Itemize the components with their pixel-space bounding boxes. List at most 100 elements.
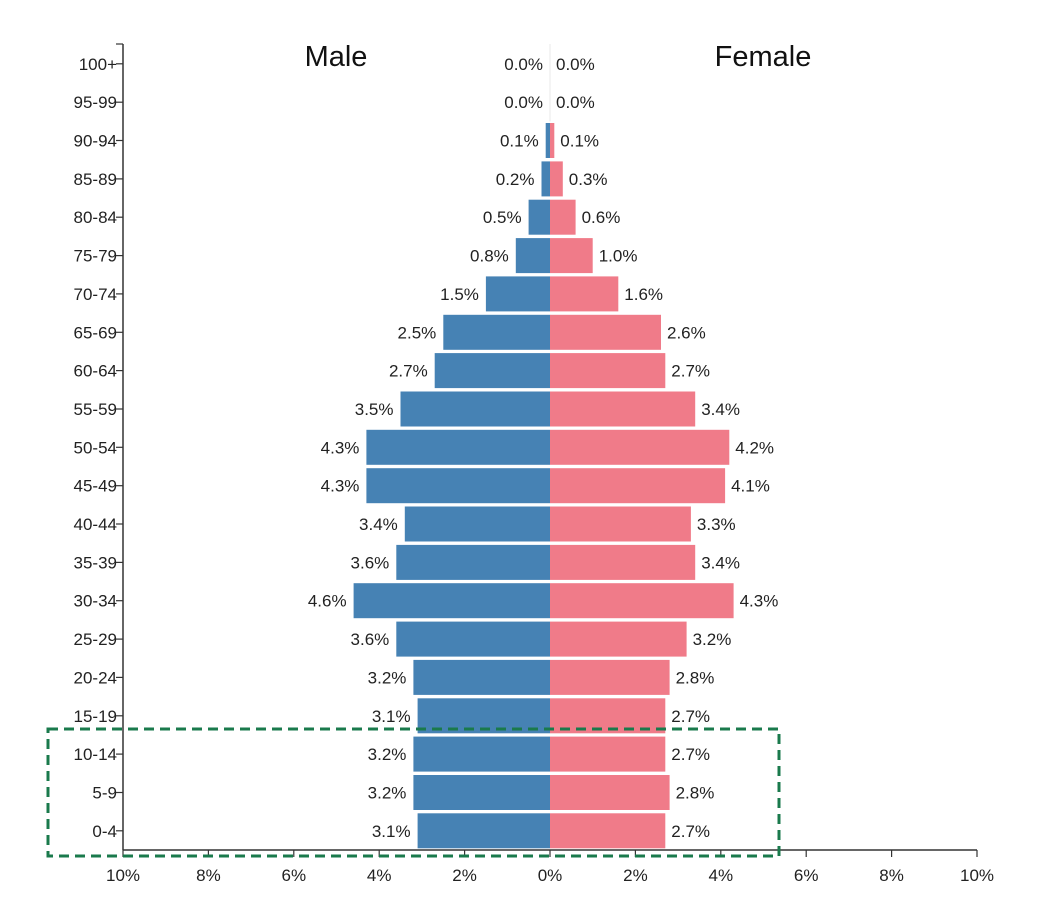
male-value-label: 0.2% — [496, 170, 535, 189]
female-value-label: 2.7% — [671, 707, 710, 726]
male-bar-65-69 — [443, 314, 551, 350]
x-tick-label: 8% — [196, 866, 221, 885]
age-group-label: 95-99 — [74, 93, 117, 112]
female-bar-0-4 — [550, 813, 666, 849]
age-group-label: 50-54 — [74, 438, 117, 457]
female-value-label: 3.4% — [701, 553, 740, 572]
male-bar-60-64 — [434, 353, 550, 389]
male-bar-80-84 — [528, 199, 550, 235]
male-value-label: 3.1% — [372, 707, 411, 726]
female-value-label: 3.2% — [693, 630, 732, 649]
male-bar-85-89 — [541, 161, 550, 197]
male-bar-90-94 — [545, 123, 550, 158]
x-tick-label: 10% — [960, 866, 994, 885]
age-group-label: 35-39 — [74, 553, 117, 572]
male-bar-30-34 — [353, 583, 550, 619]
highlight-box — [46, 727, 781, 858]
female-value-label: 4.2% — [735, 438, 774, 457]
x-tick-label: 4% — [367, 866, 392, 885]
male-value-label: 4.3% — [321, 477, 360, 496]
male-value-label: 3.2% — [368, 784, 407, 803]
male-bar-45-49 — [366, 468, 550, 504]
female-title: Female — [715, 41, 812, 73]
age-group-label: 40-44 — [74, 515, 117, 534]
female-bar-35-39 — [550, 544, 696, 580]
male-value-label: 3.4% — [359, 515, 398, 534]
x-tick-label: 2% — [452, 866, 477, 885]
female-bar-55-59 — [550, 391, 696, 427]
female-bar-75-79 — [550, 238, 593, 274]
male-value-label: 3.6% — [351, 630, 390, 649]
male-value-label: 2.7% — [389, 362, 428, 381]
female-value-label: 4.3% — [740, 592, 779, 611]
age-group-label: 85-89 — [74, 170, 117, 189]
age-group-label: 5-9 — [92, 784, 117, 803]
female-value-label: 0.6% — [582, 208, 621, 227]
female-bar-60-64 — [550, 353, 666, 389]
age-group-label: 30-34 — [74, 592, 117, 611]
x-tick-label: 10% — [106, 866, 140, 885]
x-tick-label: 6% — [794, 866, 819, 885]
female-value-label: 3.4% — [701, 400, 740, 419]
female-value-label: 0.1% — [560, 132, 599, 151]
male-value-label: 3.5% — [355, 400, 394, 419]
female-value-label: 0.0% — [556, 55, 595, 74]
female-value-label: 2.8% — [676, 668, 715, 687]
male-value-label: 3.2% — [368, 668, 407, 687]
male-value-label: 0.0% — [504, 55, 543, 74]
male-bar-75-79 — [515, 238, 550, 274]
male-title: Male — [305, 41, 368, 73]
age-group-label: 0-4 — [92, 822, 117, 841]
male-bar-55-59 — [400, 391, 550, 427]
age-group-label: 90-94 — [74, 132, 117, 151]
male-value-label: 0.8% — [470, 247, 509, 266]
age-group-label: 100+ — [79, 55, 117, 74]
male-bar-40-44 — [404, 506, 550, 542]
male-bar-70-74 — [485, 276, 550, 312]
x-tick-label: 2% — [623, 866, 648, 885]
male-bar-35-39 — [396, 544, 550, 580]
age-group-label: 15-19 — [74, 707, 117, 726]
age-group-label: 45-49 — [74, 477, 117, 496]
female-bar-20-24 — [550, 659, 670, 695]
female-bar-30-34 — [550, 583, 734, 619]
axes: 10% 8% 6% 4% 2% 0% 2% 4% 6% 8% 10% — [106, 43, 994, 885]
male-value-label: 0.1% — [500, 132, 539, 151]
female-bar-15-19 — [550, 698, 666, 734]
male-bar-0-4 — [417, 813, 550, 849]
male-bar-25-29 — [396, 621, 550, 657]
female-bar-85-89 — [550, 161, 563, 197]
male-value-label: 0.5% — [483, 208, 522, 227]
highlight-layer — [46, 727, 781, 858]
female-bar-5-9 — [550, 775, 670, 810]
female-value-label: 4.1% — [731, 477, 770, 496]
x-tick-label: 8% — [879, 866, 904, 885]
female-value-label: 2.8% — [676, 784, 715, 803]
male-value-label: 4.3% — [321, 438, 360, 457]
x-tick-label: 6% — [282, 866, 307, 885]
female-bar-70-74 — [550, 276, 619, 312]
age-group-label: 10-14 — [74, 745, 117, 764]
female-bar-50-54 — [550, 429, 730, 465]
age-group-label: 70-74 — [74, 285, 117, 304]
age-group-label: 60-64 — [74, 362, 117, 381]
female-bar-65-69 — [550, 314, 661, 350]
age-group-label: 80-84 — [74, 208, 117, 227]
male-value-label: 3.1% — [372, 822, 411, 841]
male-value-label: 0.0% — [504, 93, 543, 112]
female-value-label: 2.6% — [667, 323, 706, 342]
male-value-label: 1.5% — [440, 285, 479, 304]
age-group-label: 75-79 — [74, 247, 117, 266]
female-value-label: 2.7% — [671, 745, 710, 764]
male-bar-20-24 — [413, 659, 550, 695]
female-bar-90-94 — [550, 123, 555, 158]
female-value-label: 1.0% — [599, 247, 638, 266]
age-group-label: 65-69 — [74, 323, 117, 342]
female-value-label: 1.6% — [624, 285, 663, 304]
male-bar-10-14 — [413, 736, 550, 772]
female-bar-80-84 — [550, 199, 576, 235]
male-bar-50-54 — [366, 429, 550, 465]
male-value-label: 4.6% — [308, 592, 347, 611]
male-value-label: 3.6% — [351, 553, 390, 572]
